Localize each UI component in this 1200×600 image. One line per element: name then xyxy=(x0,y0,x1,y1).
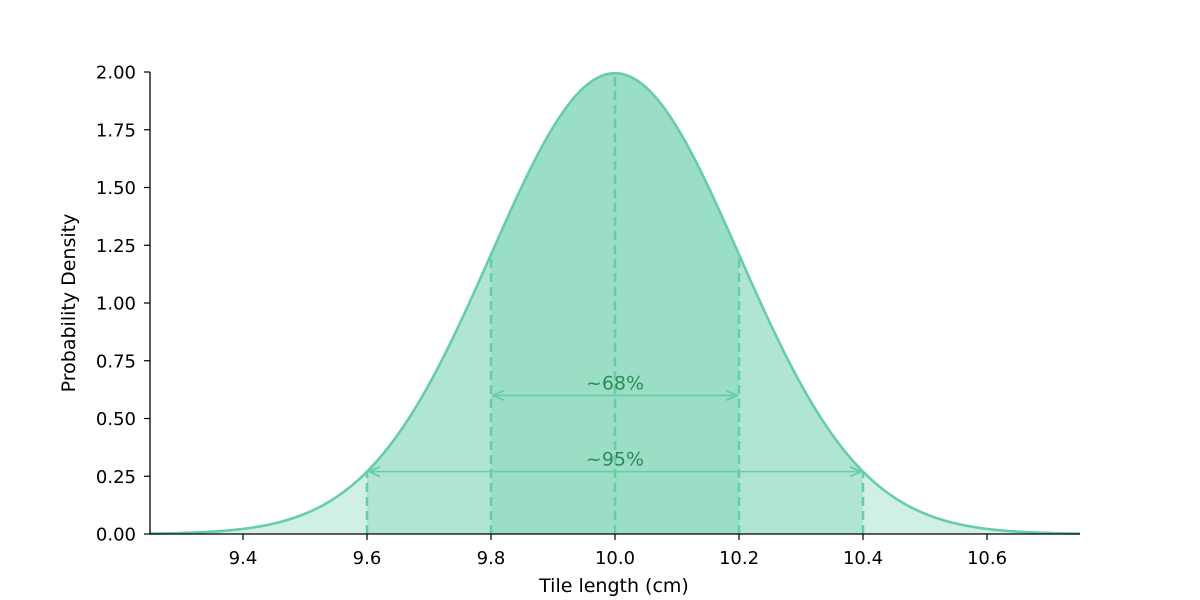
density-curve xyxy=(149,71,1081,535)
x-tick-label: 10.4 xyxy=(843,548,883,569)
sigma-lines xyxy=(365,73,865,534)
x-tick-label: 10.0 xyxy=(595,548,635,569)
y-tick-label: 1.75 xyxy=(96,120,136,141)
x-tick-label: 9.8 xyxy=(477,548,506,569)
y-tick-label: 0.75 xyxy=(96,351,136,372)
y-tick-label: 0.25 xyxy=(96,467,136,488)
annotations: ~68% ~95% xyxy=(369,372,861,471)
density-curve-layer xyxy=(149,71,1081,535)
annotation-label: ~95% xyxy=(586,449,644,471)
x-tick-label: 10.6 xyxy=(967,548,1007,569)
y-tick-label: 1.00 xyxy=(96,294,136,315)
x-tick-label: 9.6 xyxy=(353,548,382,569)
x-tick-label: 9.4 xyxy=(229,548,258,569)
annotation-label: ~68% xyxy=(586,372,644,394)
y-tick-label: 0.00 xyxy=(96,525,136,546)
y-tick-label: 2.00 xyxy=(96,63,136,84)
axes: 9.4 9.6 9.8 10.0 10.2 10.4 10.6 0.00 0.25 0.50 0.7… xyxy=(96,63,1080,569)
x-axis-title: Tile length (cm) xyxy=(538,575,689,597)
x-tick-label: 10.2 xyxy=(719,548,759,569)
y-tick-label: 1.50 xyxy=(96,178,136,199)
y-tick-label: 0.50 xyxy=(96,409,136,430)
y-tick-label: 1.25 xyxy=(96,236,136,257)
y-axis-title: Probability Density xyxy=(58,214,80,393)
